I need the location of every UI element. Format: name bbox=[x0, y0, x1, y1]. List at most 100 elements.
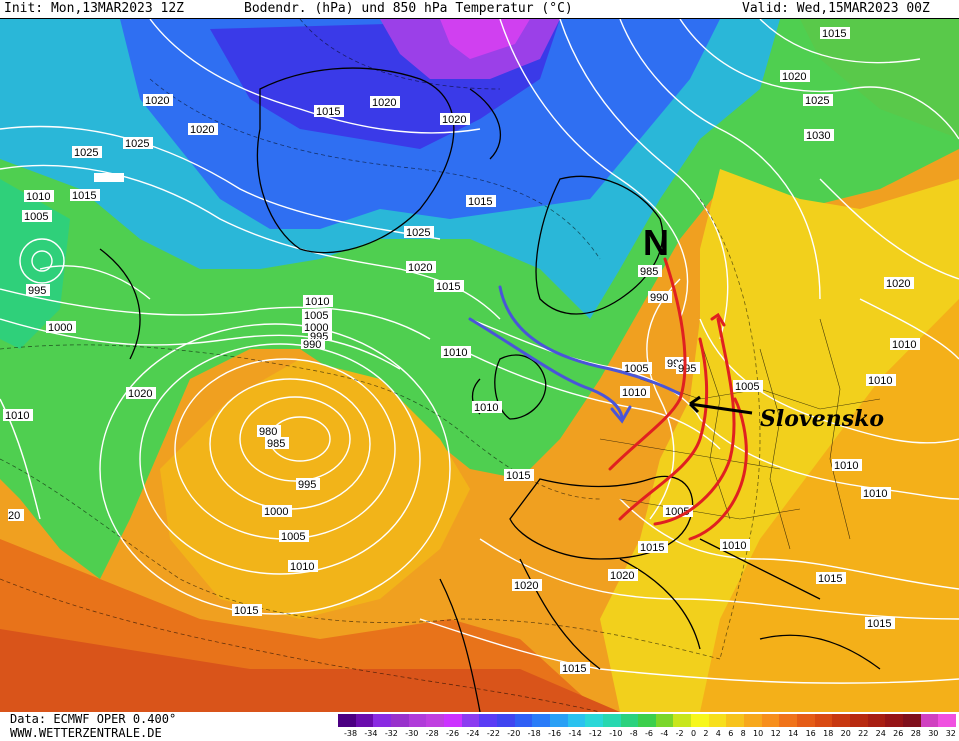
warm-flow-arrows bbox=[608, 257, 748, 541]
legend-tick: -26 bbox=[446, 729, 460, 738]
pressure-label: 1025 bbox=[803, 94, 833, 107]
legend-tick: -34 bbox=[364, 729, 378, 738]
legend-tick: 26 bbox=[893, 729, 904, 738]
svg-text:1030: 1030 bbox=[806, 130, 830, 142]
legend-tick: 32 bbox=[945, 729, 956, 738]
chart-header: Init: Mon,13MAR2023 12Z Bodendr. (hPa) u… bbox=[0, 0, 959, 19]
legend-tick: -24 bbox=[466, 729, 480, 738]
north-marker: N bbox=[643, 222, 669, 263]
temp-field-ne-green bbox=[800, 19, 959, 139]
legend-tick: -38 bbox=[344, 729, 358, 738]
temp-field-south-deep bbox=[0, 629, 620, 712]
temp-field-west-teal bbox=[0, 179, 70, 349]
legend-tick: 2 bbox=[703, 729, 709, 738]
pressure-label: 1015 bbox=[816, 572, 846, 585]
chart-title: Bodendr. (hPa) und 850 hPa Temperatur (°… bbox=[244, 1, 573, 16]
legend-swatch bbox=[655, 714, 674, 727]
legend-swatch bbox=[426, 714, 444, 727]
svg-text:980: 980 bbox=[259, 426, 277, 438]
legend-swatch bbox=[602, 714, 621, 727]
pressure-label: 1020 bbox=[884, 277, 914, 290]
pressure-label: 1020 bbox=[608, 569, 638, 582]
svg-text:995: 995 bbox=[678, 363, 696, 375]
pressure-label: 1015 bbox=[466, 195, 496, 208]
legend-tick: -20 bbox=[507, 729, 521, 738]
pressure-label: 1015 bbox=[70, 189, 100, 202]
legend-swatch bbox=[567, 714, 586, 727]
legend-tick: -28 bbox=[425, 729, 439, 738]
pressure-label: 1015 bbox=[560, 662, 590, 675]
svg-text:1010: 1010 bbox=[474, 402, 498, 414]
svg-text:985: 985 bbox=[267, 438, 285, 450]
pressure-label: 1010 bbox=[441, 346, 471, 359]
legend-tick: -18 bbox=[527, 729, 541, 738]
legend-swatch bbox=[461, 714, 480, 727]
pressure-label: 20 bbox=[8, 509, 24, 522]
weather-map: 1015 1020 1025 1030 1020 1025 1020 1020 … bbox=[0, 19, 959, 712]
coastlines bbox=[99, 67, 881, 712]
svg-text:1010: 1010 bbox=[290, 561, 314, 573]
pressure-label: 995 bbox=[26, 284, 50, 297]
svg-text:1005: 1005 bbox=[281, 531, 305, 543]
legend-swatch bbox=[373, 714, 391, 727]
svg-text:1020: 1020 bbox=[372, 97, 396, 109]
pressure-label: 990 bbox=[301, 339, 325, 351]
pressure-label: 1010 bbox=[720, 539, 750, 552]
init-time: Init: Mon,13MAR2023 12Z bbox=[4, 1, 185, 16]
marker-bar bbox=[94, 173, 124, 182]
svg-text:985: 985 bbox=[640, 266, 658, 278]
legend-swatch bbox=[390, 714, 409, 727]
pressure-label: 985 bbox=[265, 437, 289, 450]
svg-text:1000: 1000 bbox=[264, 506, 288, 518]
legend-tick: 8 bbox=[740, 729, 746, 738]
pressure-label: 980 bbox=[257, 425, 281, 438]
legend-tick: -30 bbox=[405, 729, 419, 738]
legend-tick: 4 bbox=[715, 729, 721, 738]
svg-text:1010: 1010 bbox=[722, 540, 746, 552]
svg-text:1015: 1015 bbox=[818, 573, 842, 585]
pressure-label: 1015 bbox=[865, 617, 895, 630]
svg-text:1005: 1005 bbox=[24, 211, 48, 223]
svg-text:1020: 1020 bbox=[610, 570, 634, 582]
pressure-label: 1000 bbox=[262, 505, 292, 518]
svg-text:1015: 1015 bbox=[867, 618, 891, 630]
svg-text:1015: 1015 bbox=[468, 196, 492, 208]
legend-swatch bbox=[355, 714, 374, 727]
color-legend bbox=[338, 714, 956, 727]
svg-text:1015: 1015 bbox=[640, 542, 664, 554]
svg-text:1015: 1015 bbox=[436, 281, 460, 293]
pressure-labels: 1015 1020 1025 1030 1020 1025 1020 1020 … bbox=[3, 27, 920, 675]
pressure-label: 1005 bbox=[302, 309, 332, 322]
legend-swatch bbox=[832, 714, 851, 727]
pressure-label: 1020 bbox=[406, 261, 436, 274]
svg-text:1010: 1010 bbox=[26, 191, 50, 203]
slovensko-annotation: Slovensko bbox=[688, 395, 884, 432]
pressure-label: 1020 bbox=[370, 96, 400, 109]
pressure-label: 1010 bbox=[472, 401, 502, 414]
pressure-label: 985 bbox=[638, 265, 662, 278]
legend-tick: -2 bbox=[675, 729, 684, 738]
temp-contours bbox=[0, 19, 761, 712]
svg-text:1020: 1020 bbox=[145, 95, 169, 107]
legend-tick: -6 bbox=[645, 729, 653, 738]
pressure-label: 1005 bbox=[22, 210, 52, 223]
pressure-label: 1015 bbox=[314, 105, 344, 118]
map-canvas: 1015 1020 1025 1030 1020 1025 1020 1020 … bbox=[0, 19, 959, 712]
pressure-label: 1025 bbox=[72, 146, 102, 159]
legend-tick: 20 bbox=[840, 729, 851, 738]
legend-tick: 12 bbox=[770, 729, 781, 738]
pressure-label: 1015 bbox=[504, 469, 534, 482]
legend-swatch bbox=[479, 714, 497, 727]
legend-swatch bbox=[761, 714, 780, 727]
pressure-label: 1010 bbox=[866, 374, 896, 387]
data-source: Data: ECMWF OPER 0.400° bbox=[10, 712, 177, 726]
legend-tick: -14 bbox=[568, 729, 582, 738]
svg-text:990: 990 bbox=[303, 339, 321, 351]
pressure-label: 1010 bbox=[24, 190, 54, 203]
pressure-label: 1020 bbox=[143, 94, 173, 107]
pressure-label: 1005 bbox=[622, 362, 652, 375]
svg-text:1020: 1020 bbox=[782, 71, 806, 83]
pressure-label: 1020 bbox=[780, 70, 810, 83]
pressure-label: 1010 bbox=[620, 386, 650, 399]
pressure-label: 1020 bbox=[126, 387, 156, 400]
